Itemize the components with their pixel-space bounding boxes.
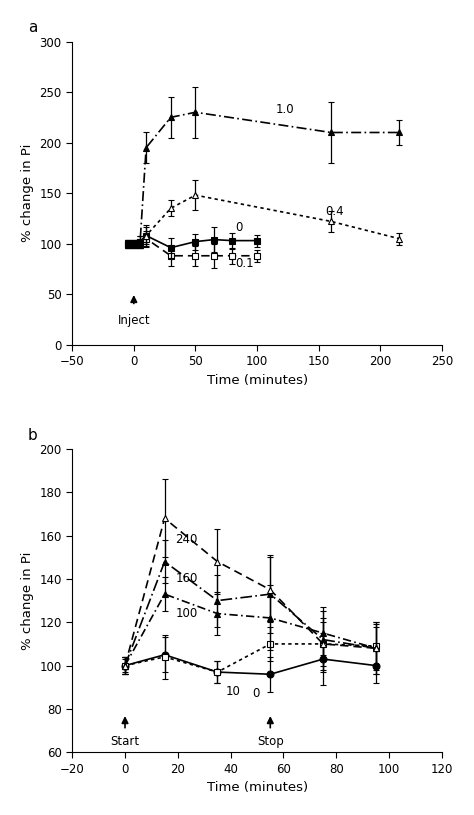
Text: 160: 160 — [175, 572, 198, 585]
Text: Stop: Stop — [257, 735, 283, 748]
Text: 100: 100 — [175, 607, 198, 620]
Text: 1.0: 1.0 — [275, 103, 294, 116]
Text: 240: 240 — [175, 534, 198, 547]
Text: a: a — [28, 20, 37, 36]
X-axis label: Time (minutes): Time (minutes) — [207, 373, 308, 386]
Text: 0: 0 — [235, 221, 242, 234]
Text: 0.4: 0.4 — [325, 205, 344, 218]
Y-axis label: % change in Pi: % change in Pi — [21, 552, 34, 650]
X-axis label: Time (minutes): Time (minutes) — [207, 781, 308, 794]
Text: b: b — [28, 428, 37, 443]
Y-axis label: % change in Pi: % change in Pi — [21, 144, 34, 242]
Text: Inject: Inject — [118, 315, 150, 328]
Text: Start: Start — [110, 735, 139, 748]
Text: 0.1: 0.1 — [235, 258, 254, 271]
Text: 0: 0 — [252, 687, 259, 700]
Text: 10: 10 — [225, 685, 240, 698]
